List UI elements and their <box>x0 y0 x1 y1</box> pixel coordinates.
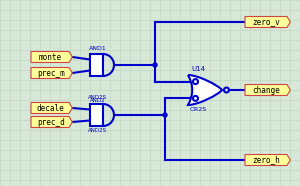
PathPatch shape <box>188 75 222 105</box>
Polygon shape <box>245 84 290 95</box>
Polygon shape <box>245 155 290 166</box>
Text: AND2S: AND2S <box>88 128 107 133</box>
Text: prec_d: prec_d <box>37 118 64 126</box>
Text: zero_h: zero_h <box>253 155 280 164</box>
Polygon shape <box>31 68 72 78</box>
Polygon shape <box>31 52 72 62</box>
Text: zero_v: zero_v <box>253 17 280 26</box>
Text: AND1: AND1 <box>89 46 107 51</box>
Text: U14: U14 <box>191 66 205 72</box>
Text: decale: decale <box>37 103 64 113</box>
Text: change: change <box>253 86 280 94</box>
Polygon shape <box>31 116 72 127</box>
Text: AND2: AND2 <box>90 98 106 103</box>
PathPatch shape <box>90 54 103 76</box>
Text: AND2S: AND2S <box>88 95 107 100</box>
Circle shape <box>153 63 157 67</box>
Text: prec_m: prec_m <box>37 68 64 78</box>
Text: OR2S: OR2S <box>190 107 207 112</box>
Circle shape <box>163 113 167 117</box>
PathPatch shape <box>90 104 103 126</box>
Polygon shape <box>245 17 290 28</box>
Polygon shape <box>31 102 72 113</box>
Text: monte: monte <box>39 52 62 62</box>
